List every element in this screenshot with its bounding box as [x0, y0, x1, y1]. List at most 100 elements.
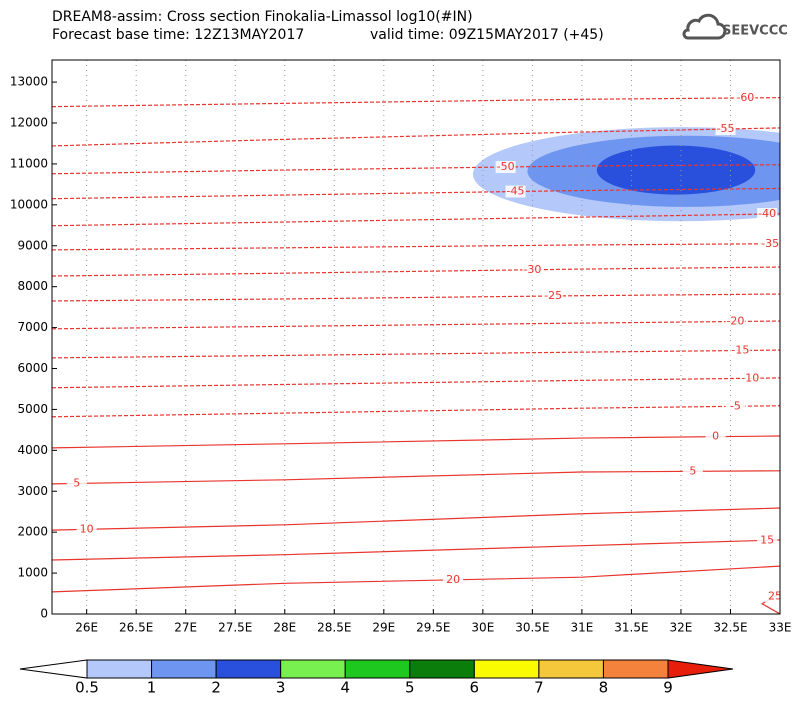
contour-line — [52, 164, 780, 175]
contour-label: -50 — [497, 160, 515, 173]
contour-label-bg — [66, 477, 87, 490]
contour-label: -20 — [726, 315, 744, 328]
contour-line — [52, 405, 780, 418]
contour-label-bg — [543, 289, 564, 302]
contour-label-bg — [505, 185, 526, 198]
x-tick-label: 26.5E — [119, 621, 153, 635]
contour-line — [52, 187, 780, 200]
x-tick-label: 33E — [769, 621, 792, 635]
colorbar-label: 7 — [534, 679, 544, 697]
contour-label-bg — [740, 372, 761, 385]
x-tick-label: 29E — [372, 621, 395, 635]
y-tick-label: 9000 — [17, 238, 48, 252]
plot: 26E 26.5E 27E 27.5E 28E 28.5E 29E 29.5E 30E 30.5E… — [10, 60, 792, 635]
colorbar-box — [538, 659, 604, 679]
contour-label-bg — [682, 465, 703, 478]
colorbar-box — [602, 659, 669, 679]
contour-line — [52, 243, 780, 251]
contour-label-bg — [443, 573, 464, 586]
contour-label: -60 — [736, 91, 754, 104]
contour-label: 0 — [712, 430, 719, 443]
shading — [473, 127, 780, 222]
contour-label-bg — [76, 523, 97, 536]
logo: SEEVCCC — [722, 24, 788, 39]
contour-label: 10 — [80, 522, 94, 535]
x-tick-label: 32E — [670, 621, 693, 635]
contour-label-bg — [730, 344, 751, 357]
contours: -60-55-50-45-40-35-30-25-20-15-10-505510… — [52, 91, 782, 614]
colorbar-box — [280, 659, 346, 679]
chart-subtitle: Forecast base time: 12Z13MAY2017 — [52, 27, 304, 43]
chart-title: DREAM8-assim: Cross section Finokalia-Li… — [52, 9, 473, 25]
contour-label-bg — [757, 208, 778, 221]
logo-cloud — [682, 13, 727, 40]
x-tick-label: 27E — [174, 621, 197, 635]
contour-label-bg — [765, 590, 780, 603]
contour-line — [52, 127, 780, 147]
contour-line — [52, 565, 780, 593]
contour-line — [52, 470, 780, 485]
colorbar-tri — [19, 659, 88, 679]
x-tick-label: 28E — [273, 621, 296, 635]
x-tick-label: 28.5E — [317, 621, 351, 635]
colorbar-label: 6 — [470, 679, 480, 697]
y-tick-label: 13000 — [10, 75, 48, 89]
contour-label: -30 — [523, 263, 541, 276]
colorbar-label: 3 — [276, 679, 286, 697]
contour-label: 15 — [760, 533, 774, 546]
colorbar-box — [215, 659, 282, 679]
y-tick-label: 10000 — [10, 197, 48, 211]
contour-label-bg — [705, 430, 726, 443]
contour-label-bg — [757, 534, 778, 547]
x-tick-label: 30.5E — [515, 621, 549, 635]
contour-label: -45 — [507, 185, 525, 198]
contour-label: 25 — [768, 589, 782, 602]
contour-line — [52, 213, 780, 227]
contour-line — [52, 435, 780, 449]
contour-label-bg — [725, 400, 746, 413]
contour-label: -5 — [730, 399, 741, 412]
contour-label: 5 — [73, 476, 80, 489]
y-tick-label: 3000 — [17, 484, 48, 498]
y-tick-label: 7000 — [17, 320, 48, 334]
contour-label: -40 — [758, 207, 776, 220]
contour-label-bg — [760, 237, 780, 250]
shaded-region — [596, 145, 756, 195]
colorbar-label: 2 — [211, 679, 221, 697]
colorbar-tri — [667, 659, 734, 679]
x-tick-label: 31E — [570, 621, 593, 635]
x-tick-label: 32.5E — [713, 621, 747, 635]
x-tick-label: 30E — [471, 621, 494, 635]
y-tick-label: 5000 — [17, 402, 48, 416]
colorbar-box — [473, 659, 540, 679]
y-tick-label: 4000 — [17, 443, 48, 457]
contour-label: -25 — [544, 289, 562, 302]
contour-line — [52, 539, 780, 561]
contour-line — [52, 320, 780, 330]
contour-line — [52, 266, 780, 277]
y-tick-label: 0 — [40, 607, 48, 621]
contour-label: 5 — [689, 464, 696, 477]
contour-label-bg — [495, 161, 516, 174]
y-tick-label: 6000 — [17, 361, 48, 375]
contour-line — [52, 293, 780, 302]
x-tick-label: 26E — [75, 621, 98, 635]
x-tick-label: 31.5E — [614, 621, 648, 635]
colorbar-label: 5 — [405, 679, 415, 697]
colorbar-box — [344, 659, 411, 679]
valid-time: valid time: 09Z15MAY2017 (+45) — [370, 27, 604, 43]
colorbar-label: 4 — [340, 679, 350, 697]
contour-line — [52, 349, 780, 359]
contour-label: -55 — [717, 122, 735, 135]
colorbar-label: 9 — [663, 679, 673, 697]
contour-label: -35 — [761, 237, 779, 250]
contour-line — [52, 507, 780, 531]
plot-frame — [51, 59, 781, 615]
x-tick-label: 29.5E — [416, 621, 450, 635]
colorbar-box — [409, 659, 475, 679]
contour-label-bg — [735, 91, 756, 104]
contour-line — [52, 377, 780, 389]
contour-label-bg — [715, 123, 736, 136]
contour-label: -15 — [731, 344, 749, 357]
